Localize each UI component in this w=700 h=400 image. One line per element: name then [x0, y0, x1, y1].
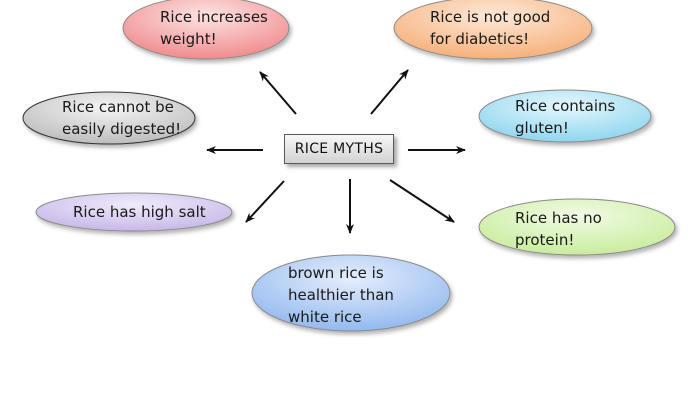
arrow-to-protein [389, 179, 455, 223]
myth-ellipse-weight [122, 0, 290, 60]
arrow-to-diabetics [370, 69, 409, 115]
myth-ellipse-digestion [22, 91, 196, 145]
myth-text-salt: Rice has high salt [73, 203, 206, 221]
myth-text-weight: Rice increases weight! [160, 8, 268, 48]
myth-text-protein: Rice has no protein! [515, 209, 602, 249]
myth-text-diabetics: Rice is not good for diabetics! [430, 8, 551, 48]
myth-text-brown-rice: brown rice is healthier than white rice [288, 264, 394, 326]
myth-text-digestion: Rice cannot be easily digested! [62, 98, 182, 138]
myth-ellipse-brown-rice [251, 254, 451, 332]
arrow-to-salt [245, 180, 285, 223]
myth-ellipse-salt [35, 192, 233, 232]
center-label: RICE MYTHS [284, 134, 394, 164]
myth-ellipse-diabetics [393, 0, 593, 60]
myth-text-gluten: Rice contains gluten! [515, 97, 616, 137]
myth-ellipse-gluten [478, 89, 652, 143]
arrow-to-weight [259, 71, 297, 115]
myth-ellipse-protein [478, 198, 676, 256]
